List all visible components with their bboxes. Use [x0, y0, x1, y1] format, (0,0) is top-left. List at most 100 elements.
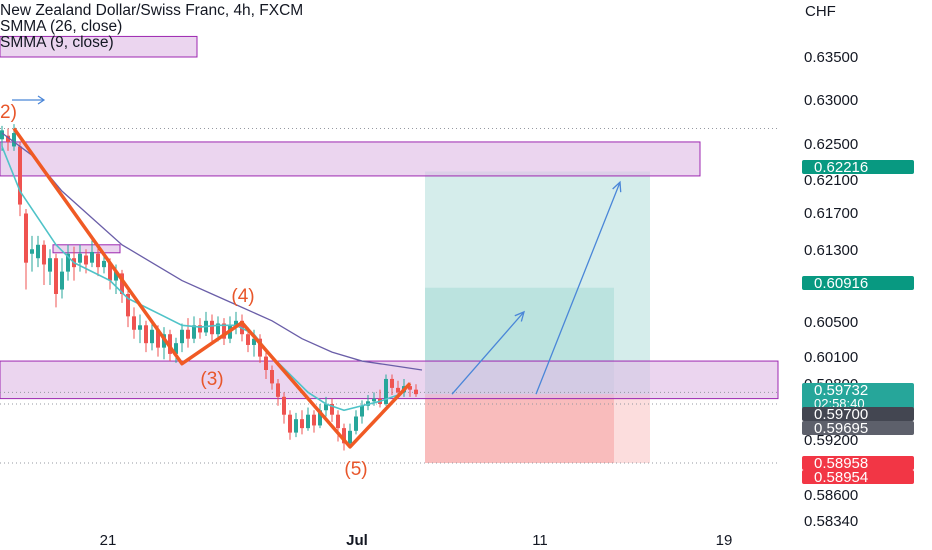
symbol-title[interactable]: New Zealand Dollar/Swiss Franc, 4h, FXCM [0, 2, 304, 19]
candle-body [390, 378, 394, 388]
candle-body [108, 262, 112, 281]
candle-body [132, 316, 136, 330]
y-axis-tick: 0.60100 [804, 349, 858, 366]
candle-body [342, 428, 346, 444]
candle-body [102, 260, 106, 268]
x-axis-tick: Jul [346, 532, 368, 549]
currency-label: CHF [805, 3, 836, 20]
price-tag-label: 0.59700 [814, 406, 868, 423]
wave-label: (3) [200, 369, 223, 390]
candle-body [246, 334, 250, 345]
candle-body [354, 416, 358, 431]
candle-body [192, 325, 196, 339]
candle-body [114, 271, 118, 281]
candle-body [318, 410, 322, 426]
price-tag [802, 421, 914, 435]
candle-body [138, 325, 142, 330]
candle-body [96, 253, 100, 268]
candle-body [12, 133, 16, 147]
smma26-line [1, 132, 423, 371]
projection-arrow [535, 181, 621, 395]
candle-body [408, 386, 412, 390]
y-axis-tick: 0.59200 [804, 432, 858, 449]
candle-body [24, 213, 28, 263]
price-tag-label: 0.58954 [814, 469, 868, 486]
smma9-line [1, 146, 399, 412]
candle-body [150, 329, 154, 344]
wave2-arrow [12, 95, 46, 105]
price-tag [802, 456, 914, 470]
y-axis-tick: 0.62500 [804, 136, 858, 153]
x-axis-tick: 11 [532, 532, 548, 549]
indicator-smma26[interactable]: SMMA (26, close) [0, 18, 123, 35]
candle-body [234, 320, 238, 326]
candle-body [60, 271, 64, 290]
candle-body [348, 430, 352, 444]
candle-body [54, 258, 58, 294]
projection-arrowhead [514, 310, 525, 322]
y-axis-tick: 0.60500 [804, 314, 858, 331]
price-tag-label: 0.58958 [814, 455, 868, 472]
candle-body [198, 325, 202, 333]
candle-body [78, 253, 82, 263]
candle-body [264, 356, 268, 370]
candle-body [300, 419, 304, 429]
candle-body [174, 343, 178, 354]
y-axis-tick: 0.62100 [804, 172, 858, 189]
candle-body [324, 403, 328, 411]
candle-body [294, 419, 298, 433]
candle-body [288, 414, 292, 433]
candle-body [6, 135, 10, 142]
candle-body [270, 369, 274, 384]
candle-body [312, 414, 316, 426]
price-tag-label: 0.60916 [814, 275, 868, 292]
sr-zone [0, 35, 198, 58]
candle-body [120, 273, 124, 294]
y-axis-tick: 0.61700 [804, 205, 858, 222]
indicator-smma9[interactable]: SMMA (9, close) [0, 34, 114, 51]
candle-body [282, 396, 286, 415]
candle-body [186, 329, 190, 339]
candle-body [330, 403, 334, 415]
candle-body [222, 323, 226, 339]
candle-body [18, 146, 22, 205]
price-tag-label: 0.59732 [814, 382, 868, 399]
price-tag-label: 0.62216 [814, 159, 868, 176]
candle-body [84, 255, 88, 265]
candle-body [252, 338, 256, 345]
wave-label: (4) [231, 286, 254, 307]
price-tag [802, 383, 914, 409]
price-tag [802, 276, 914, 290]
candle-body [48, 258, 52, 272]
candle-body [66, 253, 70, 272]
price-tag [802, 160, 914, 174]
price-tag [802, 470, 914, 484]
price-tag-label: 0.59695 [814, 420, 868, 437]
y-axis-tick: 0.63500 [804, 49, 858, 66]
chart-legend: New Zealand Dollar/Swiss Franc, 4h, FXCM… [0, 3, 303, 51]
sr-zone [0, 360, 779, 400]
candle-body [36, 244, 40, 259]
sr-zone [0, 141, 701, 177]
candle-body [306, 414, 310, 429]
candle-body [0, 130, 4, 140]
y-axis-tick: 0.61300 [804, 242, 858, 259]
candle-body [336, 414, 340, 429]
projection-arrow [451, 311, 525, 395]
candle-body [384, 378, 388, 404]
candle-body [180, 329, 184, 344]
candle-body [216, 323, 220, 335]
candle-body [258, 338, 262, 357]
y-axis-tick: 0.58600 [804, 487, 858, 504]
candle-body [396, 387, 400, 393]
wave-label: 2) [0, 102, 17, 123]
candle-body [42, 244, 46, 265]
candle-body [126, 293, 130, 317]
x-axis-tick: 19 [716, 532, 733, 549]
candle-body [276, 383, 280, 397]
candle-body [30, 249, 34, 254]
candle-body [414, 389, 418, 395]
candle-body [144, 325, 148, 344]
candle-body [360, 405, 364, 417]
